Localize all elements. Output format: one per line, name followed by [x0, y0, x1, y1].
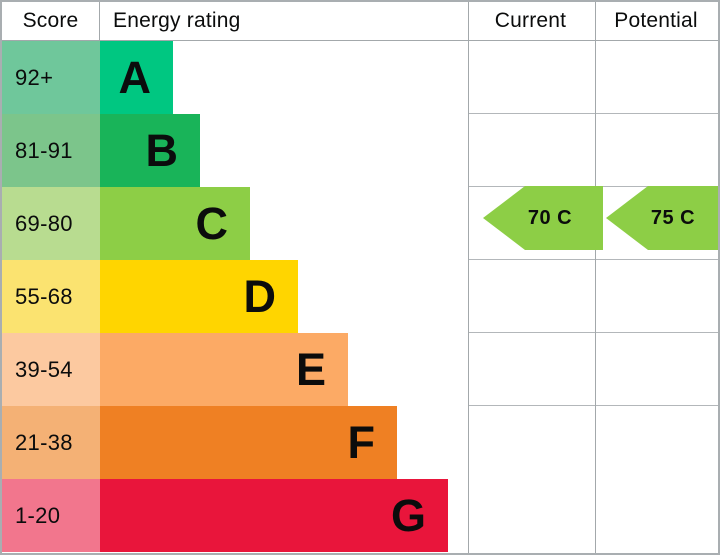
score-label: 81-91: [15, 137, 73, 163]
score-label: 55-68: [15, 283, 73, 309]
rating-bar: B: [100, 114, 200, 187]
header-row: Score Energy rating Current Potential: [2, 2, 718, 41]
rating-bar: C: [100, 187, 250, 260]
potential-rating-label: 75 C: [650, 206, 696, 229]
rating-bar: E: [100, 333, 348, 406]
band-row-d: 55-68 D: [2, 260, 718, 333]
band-letter: D: [243, 271, 277, 322]
rating-bar: A: [100, 41, 173, 114]
band-row-c: 69-80 C: [2, 187, 718, 260]
row-divider: [468, 332, 718, 333]
score-cell: 1-20: [2, 479, 100, 552]
score-label: 92+: [15, 64, 54, 90]
score-cell: 21-38: [2, 406, 100, 479]
row-divider: [468, 405, 718, 406]
score-cell: 92+: [2, 41, 100, 114]
score-cell: 69-80: [2, 187, 100, 260]
score-label: 1-20: [15, 502, 61, 528]
energy-rating-header-label: Energy rating: [113, 9, 241, 32]
band-letter: E: [295, 344, 326, 395]
rating-bar: G: [100, 479, 448, 552]
band-row-f: 21-38 F: [2, 406, 718, 479]
band-row-g: 1-20 G: [2, 479, 718, 552]
potential-column-divider: [595, 2, 596, 553]
current-column-header: Current: [467, 2, 594, 40]
band-letter: G: [390, 490, 426, 541]
score-column-header: Score: [2, 2, 100, 40]
score-header-label: Score: [22, 9, 79, 32]
band-letter: B: [145, 125, 179, 176]
current-header-label: Current: [494, 9, 567, 32]
potential-header-label: Potential: [614, 9, 698, 32]
score-label: 69-80: [15, 210, 73, 236]
score-cell: 55-68: [2, 260, 100, 333]
score-cell: 81-91: [2, 114, 100, 187]
row-divider: [468, 259, 718, 260]
current-column-divider: [468, 2, 469, 553]
band-letter: A: [118, 52, 152, 103]
band-row-a: 92+ A: [2, 41, 718, 114]
score-cell: 39-54: [2, 333, 100, 406]
score-label: 39-54: [15, 356, 73, 382]
band-row-b: 81-91 B: [2, 114, 718, 187]
rating-bar: F: [100, 406, 397, 479]
current-rating-label: 70 C: [527, 206, 573, 229]
potential-column-header: Potential: [594, 2, 718, 40]
energy-rating-column-header: Energy rating: [100, 2, 467, 40]
band-letter: F: [347, 417, 376, 468]
row-divider: [468, 113, 718, 114]
band-letter: C: [195, 198, 229, 249]
rating-bar: D: [100, 260, 298, 333]
score-label: 21-38: [15, 429, 73, 455]
band-row-e: 39-54 E: [2, 333, 718, 406]
